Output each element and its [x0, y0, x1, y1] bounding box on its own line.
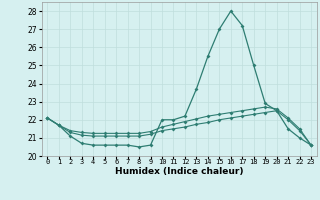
X-axis label: Humidex (Indice chaleur): Humidex (Indice chaleur): [115, 167, 244, 176]
